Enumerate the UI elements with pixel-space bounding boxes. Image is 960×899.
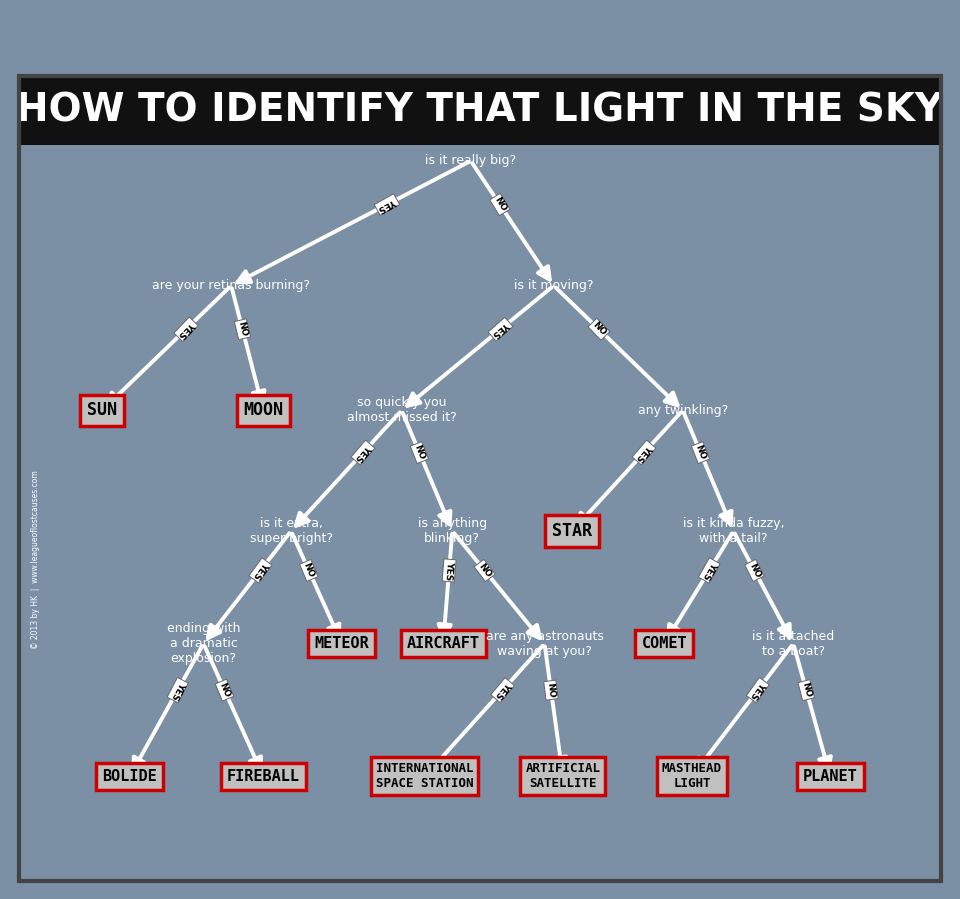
Text: NO: NO (800, 681, 812, 699)
Text: FIREBALL: FIREBALL (227, 769, 300, 784)
Text: is it kinda fuzzy,
with a tail?: is it kinda fuzzy, with a tail? (683, 517, 784, 545)
Text: NO: NO (492, 196, 508, 213)
Text: MASTHEAD
LIGHT: MASTHEAD LIGHT (662, 762, 722, 790)
Text: YES: YES (749, 680, 767, 700)
Text: is anything
blinking?: is anything blinking? (418, 517, 487, 545)
Text: NO: NO (413, 444, 426, 461)
Text: NO: NO (590, 321, 608, 338)
Text: YES: YES (635, 442, 654, 463)
Text: are your retinas burning?: are your retinas burning? (153, 279, 310, 292)
Text: NO: NO (236, 321, 249, 338)
Text: NO: NO (217, 681, 231, 699)
Text: NO: NO (693, 444, 708, 461)
Text: AIRCRAFT: AIRCRAFT (407, 636, 480, 651)
Text: ARTIFICIAL
SATELLITE: ARTIFICIAL SATELLITE (525, 762, 600, 790)
Text: YES: YES (491, 320, 511, 339)
Text: YES: YES (376, 196, 397, 213)
Text: ending with
a dramatic
explosion?: ending with a dramatic explosion? (167, 622, 240, 665)
Text: YES: YES (353, 442, 372, 463)
Text: METEOR: METEOR (314, 636, 370, 651)
Text: PLANET: PLANET (803, 769, 857, 784)
Text: COMET: COMET (641, 636, 687, 651)
Text: NO: NO (301, 562, 316, 579)
Text: NO: NO (476, 562, 492, 579)
Bar (19, 76, 941, 145)
Text: NO: NO (747, 562, 762, 579)
Text: YES: YES (701, 560, 718, 581)
Text: is it attached
to a boat?: is it attached to a boat? (753, 629, 834, 658)
Text: is it really big?: is it really big? (425, 155, 516, 167)
Text: any twinkling?: any twinkling? (637, 404, 728, 417)
Text: © 2013 by HK  |  www.leagueoflostcauses.com: © 2013 by HK | www.leagueoflostcauses.co… (32, 470, 40, 648)
Text: so quickly you
almost missed it?: so quickly you almost missed it? (347, 396, 457, 424)
Text: MOON: MOON (244, 401, 283, 419)
Text: YES: YES (493, 680, 512, 700)
Text: YES: YES (252, 560, 270, 581)
Text: are any astronauts
waving at you?: are any astronauts waving at you? (486, 629, 604, 658)
Text: HOW TO IDENTIFY THAT LIGHT IN THE SKY: HOW TO IDENTIFY THAT LIGHT IN THE SKY (16, 92, 944, 129)
Text: YES: YES (169, 680, 186, 700)
Text: YES: YES (444, 561, 454, 580)
Text: is it moving?: is it moving? (514, 279, 593, 292)
Text: SUN: SUN (87, 401, 117, 419)
Text: BOLIDE: BOLIDE (103, 769, 157, 784)
Text: INTERNATIONAL
SPACE STATION: INTERNATIONAL SPACE STATION (376, 762, 473, 790)
Text: YES: YES (177, 319, 196, 339)
Text: STAR: STAR (552, 522, 592, 540)
Text: NO: NO (545, 682, 557, 699)
Text: is it extra,
super bright?: is it extra, super bright? (250, 517, 332, 545)
